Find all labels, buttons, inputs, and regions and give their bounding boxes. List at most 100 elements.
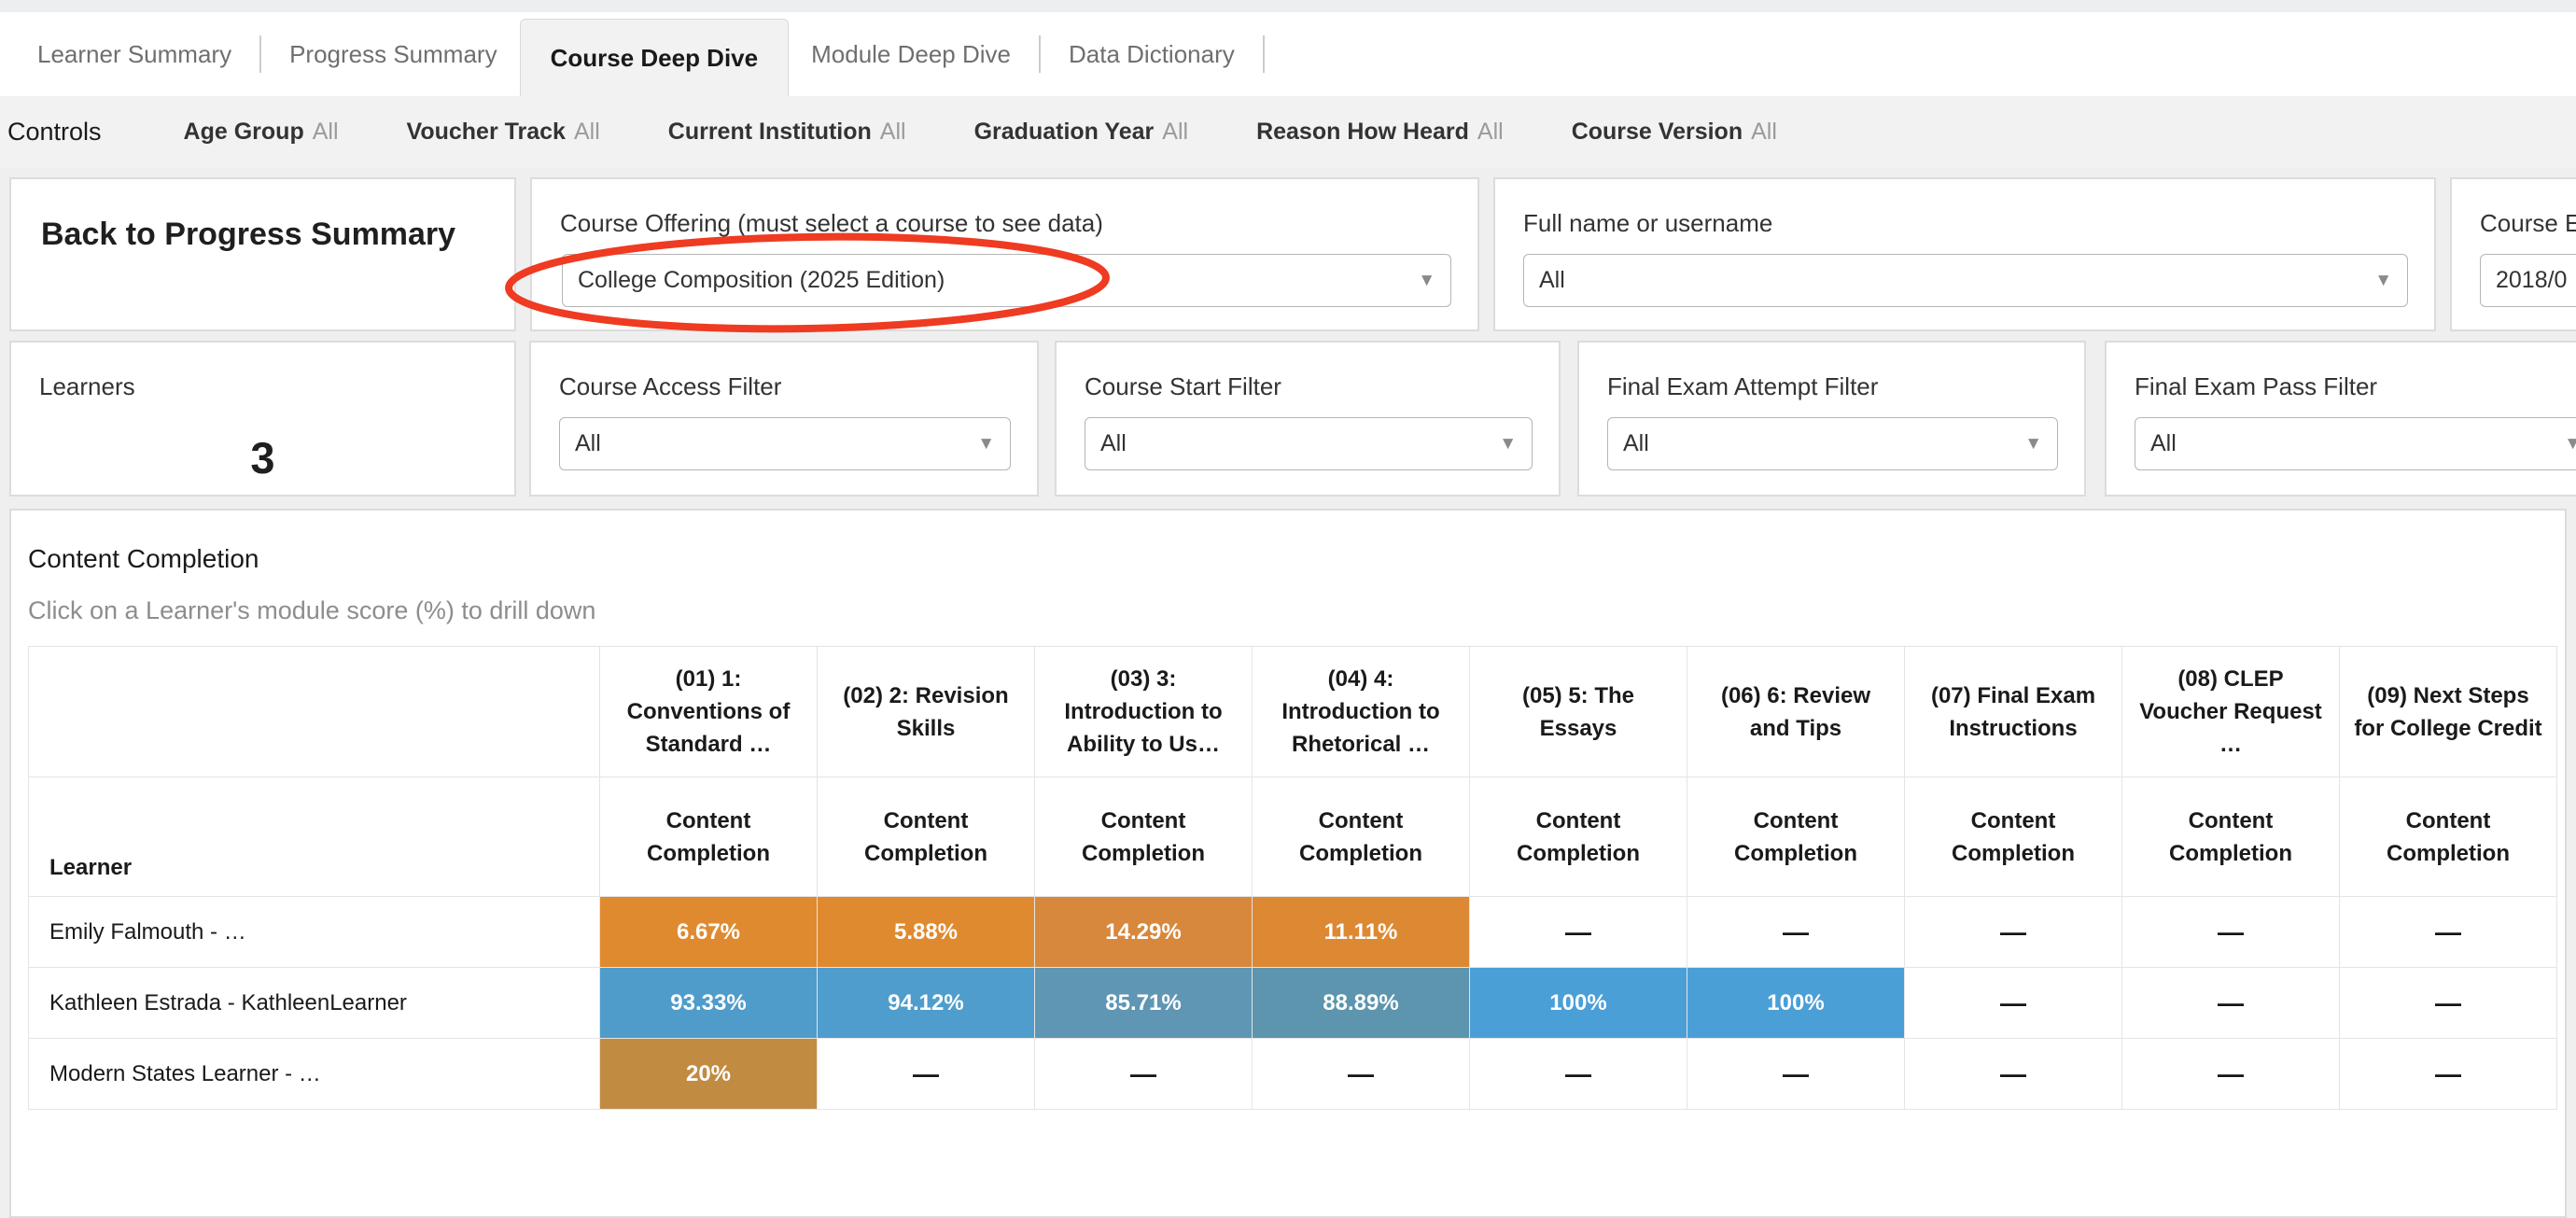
empty-score-cell: — [2339, 967, 2557, 1039]
module-score-cell[interactable]: 100% [1469, 967, 1687, 1039]
empty-score-cell: — [1252, 1038, 1470, 1110]
empty-score-cell: — [2121, 1038, 2340, 1110]
learners-card: Learners 3 [9, 341, 516, 497]
module-score-cell[interactable]: 85.71% [1034, 967, 1253, 1039]
full-name-dropdown[interactable]: All ▼ [1523, 254, 2408, 307]
final-exam-attempt-filter-label: Final Exam Attempt Filter [1607, 372, 1879, 400]
back-to-progress-summary-card[interactable]: Back to Progress Summary [9, 177, 516, 331]
module-score-cell[interactable]: 93.33% [599, 967, 818, 1039]
module-column-header: (07) Final Exam Instructions [1904, 646, 2122, 777]
control-filter-age-group[interactable]: Age Group All [184, 119, 339, 146]
content-completion-subheader: Content Completion [1252, 777, 1470, 897]
empty-score-cell: — [2339, 896, 2557, 968]
empty-score-cell: — [1904, 896, 2122, 968]
tab-divider [1039, 35, 1041, 73]
course-offering-value: College Composition (2025 Edition) [578, 267, 945, 293]
empty-score-cell: — [1469, 896, 1687, 968]
control-filter-course-version[interactable]: Course Version All [1572, 119, 1777, 146]
content-completion-subheader: Content Completion [1469, 777, 1687, 897]
course-access-filter-dropdown[interactable]: All ▼ [559, 417, 1011, 470]
module-column-header: (03) 3: Introduction to Ability to Us… [1034, 646, 1253, 777]
empty-score-cell: — [2121, 896, 2340, 968]
control-filter-current-institution[interactable]: Current Institution All [668, 119, 906, 146]
learner-name: Modern States Learner - … [28, 1038, 600, 1110]
content-completion-subheader: Content Completion [817, 777, 1035, 897]
chevron-down-icon: ▼ [1499, 433, 1517, 454]
learner-name: Emily Falmouth - … [28, 896, 600, 968]
control-filter-label: Course Version [1571, 119, 1743, 145]
module-column-header: (02) 2: Revision Skills [817, 646, 1035, 777]
course-clipped-card: Course E 2018/0 [2450, 177, 2576, 331]
top-strip [0, 0, 2576, 12]
module-column-header: (08) CLEP Voucher Request … [2121, 646, 2340, 777]
tab-course-deep-dive[interactable]: Course Deep Dive [519, 19, 790, 96]
learner-name: Kathleen Estrada - KathleenLearner [28, 967, 600, 1039]
module-score-cell[interactable]: 94.12% [817, 967, 1035, 1039]
module-score-cell[interactable]: 100% [1687, 967, 1905, 1039]
course-offering-label: Course Offering (must select a course to… [560, 209, 1103, 237]
learners-value: 3 [250, 433, 275, 483]
module-score-cell[interactable]: 14.29% [1034, 896, 1253, 968]
course-start-filter-card: Course Start Filter All ▼ [1055, 341, 1561, 497]
content-completion-title: Content Completion [28, 544, 259, 573]
course-offering-dropdown[interactable]: College Composition (2025 Edition) ▼ [562, 254, 1451, 307]
tab-progress-summary[interactable]: Progress Summary [289, 39, 497, 68]
content-completion-card: Content Completion Click on a Learner's … [9, 509, 2567, 1218]
module-score-cell[interactable]: 11.11% [1252, 896, 1470, 968]
controls-title: Controls [7, 118, 102, 146]
tab-data-dictionary[interactable]: Data Dictionary [1069, 39, 1235, 68]
control-filter-label: Current Institution [667, 119, 872, 145]
empty-score-cell: — [1687, 1038, 1905, 1110]
content-completion-subtitle: Click on a Learner's module score (%) to… [28, 596, 596, 624]
module-score-cell[interactable]: 6.67% [599, 896, 818, 968]
module-column-header: (05) 5: The Essays [1469, 646, 1687, 777]
tab-module-deep-dive[interactable]: Module Deep Dive [811, 39, 1011, 68]
full-name-card: Full name or username All ▼ [1493, 177, 2436, 331]
full-name-value: All [1539, 267, 1565, 293]
module-column-header: (01) 1: Conventions of Standard … [599, 646, 818, 777]
empty-score-cell: — [817, 1038, 1035, 1110]
control-filter-reason-how-heard[interactable]: Reason How Heard All [1256, 119, 1504, 146]
content-completion-subheader: Content Completion [1687, 777, 1905, 897]
table-row: Modern States Learner - … 20% — — — — — — — — [28, 1038, 2557, 1110]
tab-divider [259, 35, 262, 73]
control-filter-label: Age Group [183, 119, 304, 145]
full-name-label: Full name or username [1523, 209, 1773, 237]
control-filter-voucher-track[interactable]: Voucher Track All [407, 119, 600, 146]
table-row: Kathleen Estrada - KathleenLearner 93.33%… [28, 967, 2557, 1039]
course-access-filter-value: All [575, 430, 601, 456]
empty-score-cell: — [1034, 1038, 1253, 1110]
course-start-filter-dropdown[interactable]: All ▼ [1085, 417, 1533, 470]
empty-score-cell: — [1904, 1038, 2122, 1110]
module-column-header: (06) 6: Review and Tips [1687, 646, 1905, 777]
course-start-filter-value: All [1100, 430, 1127, 456]
chevron-down-icon: ▼ [2374, 270, 2392, 290]
final-exam-pass-filter-card: Final Exam Pass Filter All ▼ [2105, 341, 2576, 497]
control-filter-label: Reason How Heard [1256, 119, 1469, 145]
module-column-header: (04) 4: Introduction to Rhetorical … [1252, 646, 1470, 777]
course-offering-card: Course Offering (must select a course to… [530, 177, 1479, 331]
chevron-down-icon: ▼ [2564, 433, 2576, 454]
module-column-header: (09) Next Steps for College Credit [2339, 646, 2557, 777]
course-clipped-value: 2018/0 [2496, 267, 2568, 293]
course-clipped-label: Course E [2480, 209, 2576, 237]
control-filter-value: All [573, 119, 600, 145]
empty-score-cell: — [1469, 1038, 1687, 1110]
module-score-cell[interactable]: 5.88% [817, 896, 1035, 968]
chevron-down-icon: ▼ [977, 433, 995, 454]
course-access-filter-label: Course Access Filter [559, 372, 782, 400]
module-score-cell[interactable]: 20% [599, 1038, 818, 1110]
controls-filters: Age Group All Voucher Track All Current Inst… [184, 119, 1845, 146]
final-exam-pass-filter-dropdown[interactable]: All ▼ [2135, 417, 2576, 470]
tab-divider [1262, 35, 1265, 73]
learner-column-header: Learner [28, 777, 600, 897]
course-clipped-dropdown[interactable]: 2018/0 [2480, 254, 2576, 307]
module-score-cell[interactable]: 88.89% [1252, 967, 1470, 1039]
control-filter-graduation-year[interactable]: Graduation Year All [974, 119, 1188, 146]
control-filter-value: All [1162, 119, 1189, 145]
content-completion-subheader: Content Completion [2121, 777, 2340, 897]
tab-learner-summary[interactable]: Learner Summary [37, 39, 232, 68]
final-exam-attempt-filter-dropdown[interactable]: All ▼ [1607, 417, 2058, 470]
back-to-progress-summary-button[interactable]: Back to Progress Summary [41, 217, 456, 252]
empty-score-cell: — [1904, 967, 2122, 1039]
